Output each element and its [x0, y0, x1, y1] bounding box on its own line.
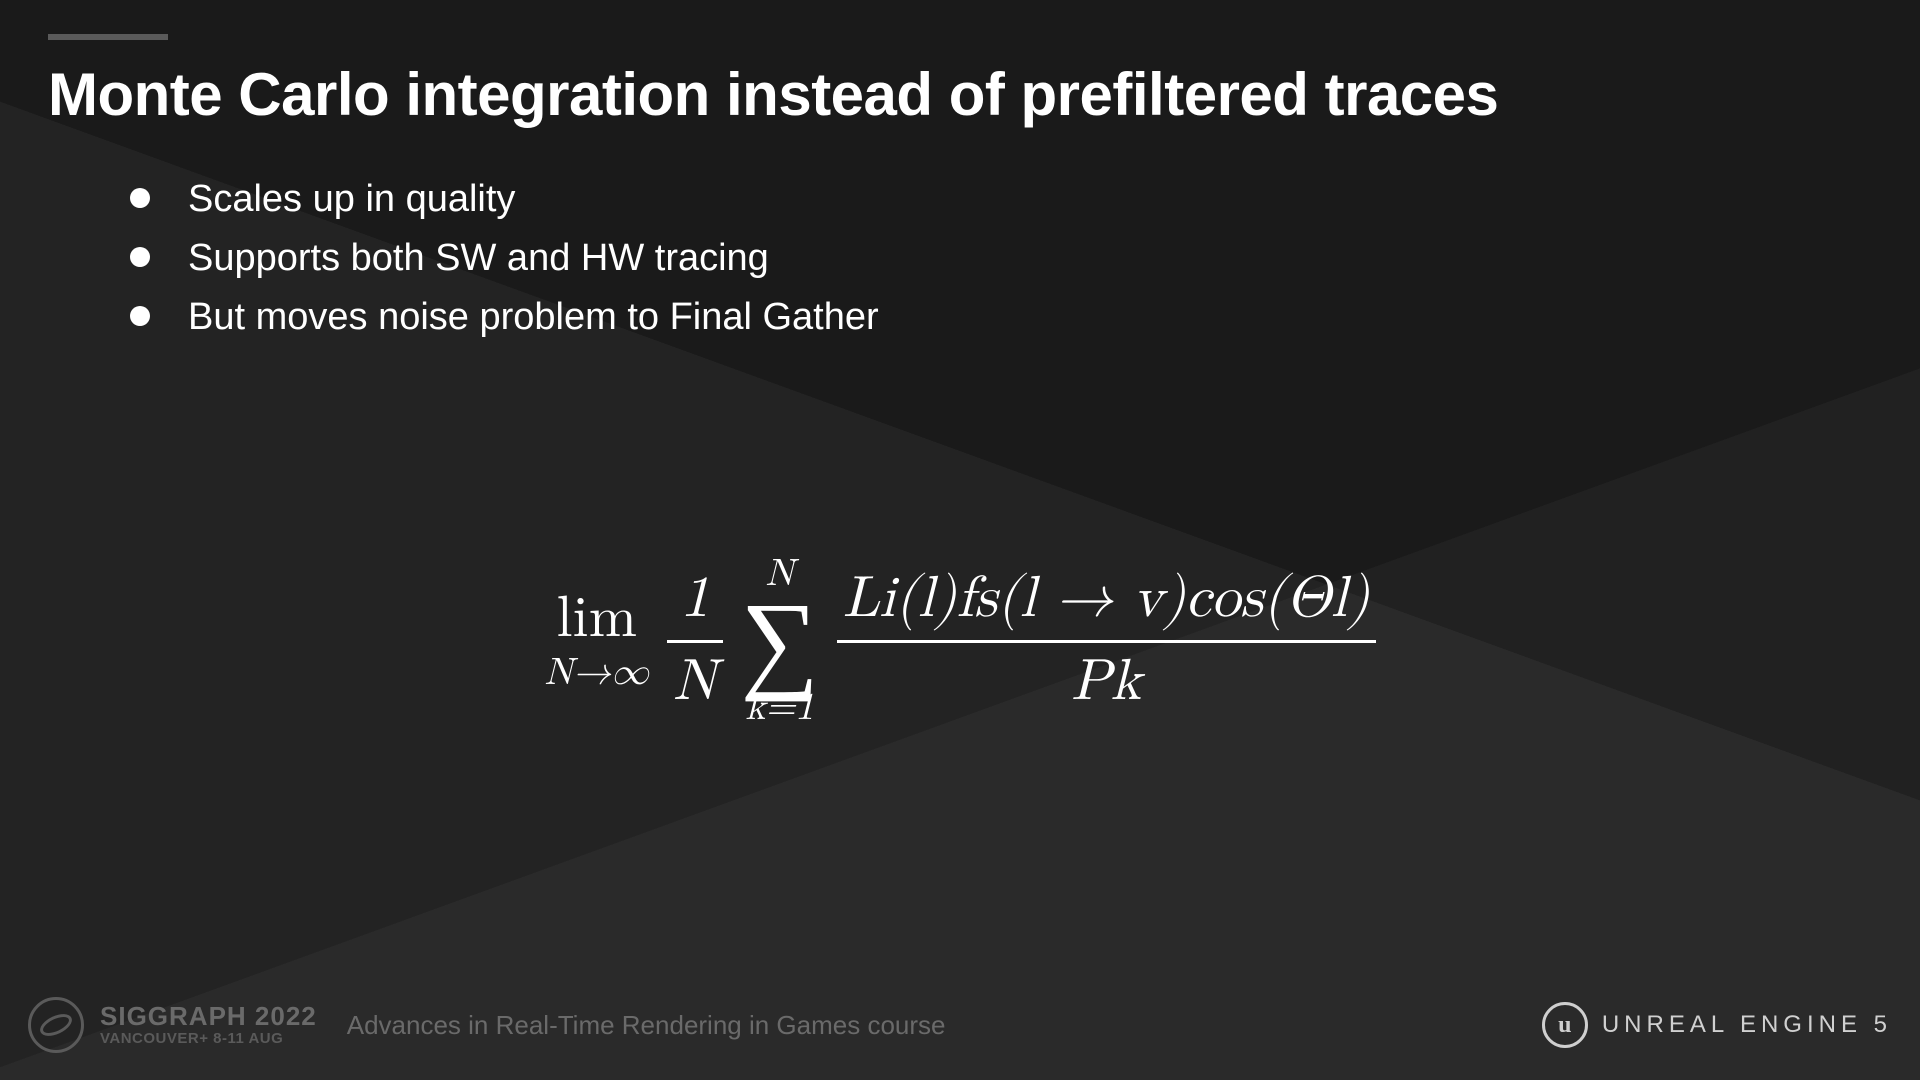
frac-num: 1 [674, 568, 715, 632]
slide-title: Monte Carlo integration instead of prefi… [48, 60, 1498, 129]
siggraph-title: SIGGRAPH 2022 [100, 1003, 317, 1030]
formula: lim N→∞ 1 N N ∑ k=1 Li(l)fs(l → v)cos(Θl… [0, 555, 1920, 727]
bullet-item: But moves noise problem to Final Gather [130, 288, 879, 347]
main-fraction: Li(l)fs(l → v)cos(Θl) Pk [837, 568, 1376, 715]
lim-subscript: N→∞ [544, 654, 649, 692]
frac-bar [667, 640, 723, 643]
bullet-item: Supports both SW and HW tracing [130, 229, 879, 288]
main-denominator: Pk [1065, 651, 1147, 715]
footer-left: SIGGRAPH 2022 VANCOUVER+ 8-11 AUG Advanc… [28, 997, 946, 1053]
frac-den: N [667, 651, 723, 715]
formula-limit: lim N→∞ [544, 590, 649, 692]
one-over-n: 1 N [667, 568, 723, 715]
siggraph-text: SIGGRAPH 2022 VANCOUVER+ 8-11 AUG [100, 1003, 317, 1046]
course-name: Advances in Real-Time Rendering in Games… [347, 1010, 946, 1041]
bullet-list: Scales up in quality Supports both SW an… [130, 170, 879, 347]
bullet-item: Scales up in quality [130, 170, 879, 229]
footer-right: u UNREAL ENGINE 5 [1542, 1002, 1892, 1048]
footer: SIGGRAPH 2022 VANCOUVER+ 8-11 AUG Advanc… [28, 990, 1892, 1060]
sigma-symbol: ∑ [741, 597, 819, 685]
unreal-engine-label: UNREAL ENGINE 5 [1602, 1011, 1892, 1039]
siggraph-subtitle: VANCOUVER+ 8-11 AUG [100, 1031, 317, 1047]
sum-lower: k=1 [745, 689, 814, 727]
unreal-logo-icon: u [1542, 1002, 1588, 1048]
summation: N ∑ k=1 [741, 555, 819, 727]
background-diagonal-1 [0, 0, 1920, 1080]
accent-bar [48, 34, 168, 40]
background-diagonal-2 [0, 0, 1920, 1080]
siggraph-logo-icon [28, 997, 84, 1053]
main-numerator: Li(l)fs(l → v)cos(Θl) [837, 568, 1376, 632]
main-frac-bar [837, 640, 1376, 643]
lim-label: lim [556, 590, 637, 648]
